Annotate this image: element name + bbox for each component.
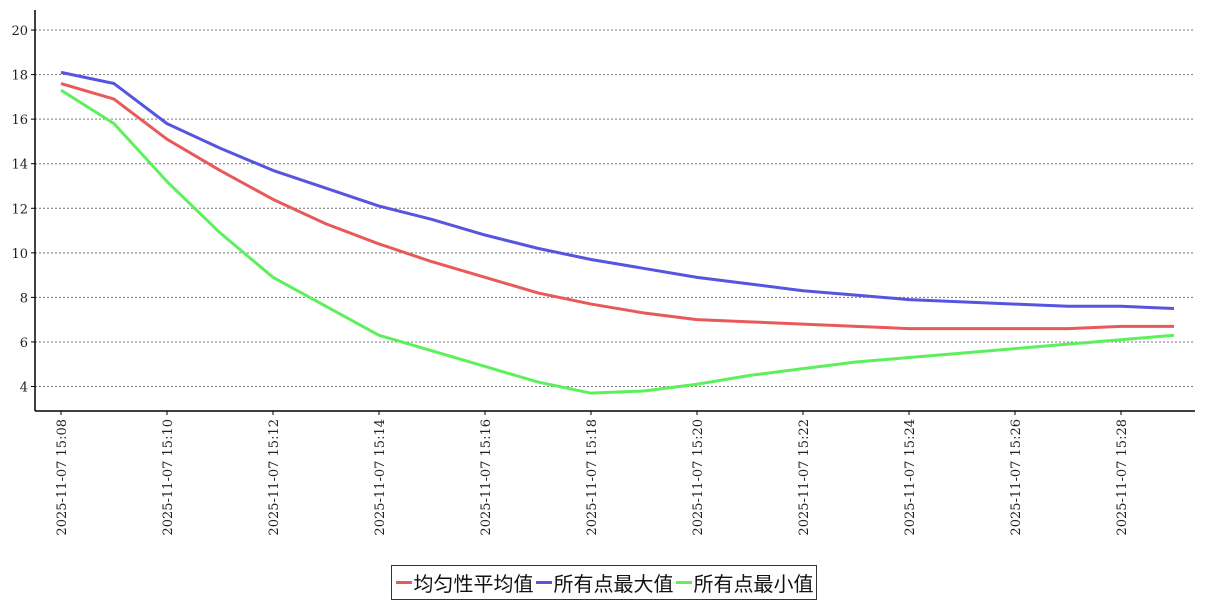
x-tick-label: 2025-11-07 15:24 [903, 419, 918, 536]
y-tick-label: 8 [20, 291, 28, 306]
legend-item[interactable]: 所有点最大值 [534, 568, 674, 597]
y-tick-label: 4 [20, 380, 28, 395]
legend-label: 均匀性平均值 [413, 572, 534, 596]
x-tick-label: 2025-11-07 15:18 [585, 419, 600, 536]
y-tick-label: 6 [20, 336, 28, 351]
legend-swatch [675, 581, 692, 584]
y-tick-label: 18 [11, 69, 28, 84]
x-tick-label: 2025-11-07 15:20 [691, 419, 706, 536]
legend-swatch [535, 581, 552, 584]
x-tick-label: 2025-11-07 15:26 [1009, 419, 1024, 536]
x-tick-label: 2025-11-07 15:22 [797, 419, 812, 536]
y-tick-label: 10 [11, 247, 28, 262]
x-tick-label: 2025-11-07 15:14 [373, 419, 388, 536]
x-tick-label: 2025-11-07 15:28 [1115, 419, 1130, 536]
line [60, 88, 1175, 395]
y-tick-label: 16 [11, 113, 28, 128]
line [60, 82, 1174, 331]
y-tick-label: 12 [11, 202, 28, 217]
x-tick-label: 2025-11-07 15:10 [161, 419, 176, 536]
legend: 均匀性平均值 所有点最大值 所有点最小值 [390, 565, 817, 600]
line [60, 70, 1175, 311]
legend-label: 所有点最大值 [553, 572, 674, 596]
x-tick-label: 2025-11-07 15:12 [267, 419, 282, 536]
legend-label: 所有点最小值 [693, 572, 814, 596]
legend-item[interactable]: 所有点最小值 [674, 568, 814, 597]
y-tick-label: 20 [11, 24, 28, 39]
legend-swatch [395, 581, 412, 584]
legend-item[interactable]: 均匀性平均值 [394, 568, 534, 597]
x-tick-label: 2025-11-07 15:16 [479, 419, 494, 536]
y-tick-label: 14 [11, 158, 28, 173]
plot: 4 6 8 10 12 14 16 18 20 2025-11-07 15:08 2025-11-0… [11, 10, 1195, 536]
x-tick-label: 2025-11-07 15:08 [55, 419, 70, 536]
